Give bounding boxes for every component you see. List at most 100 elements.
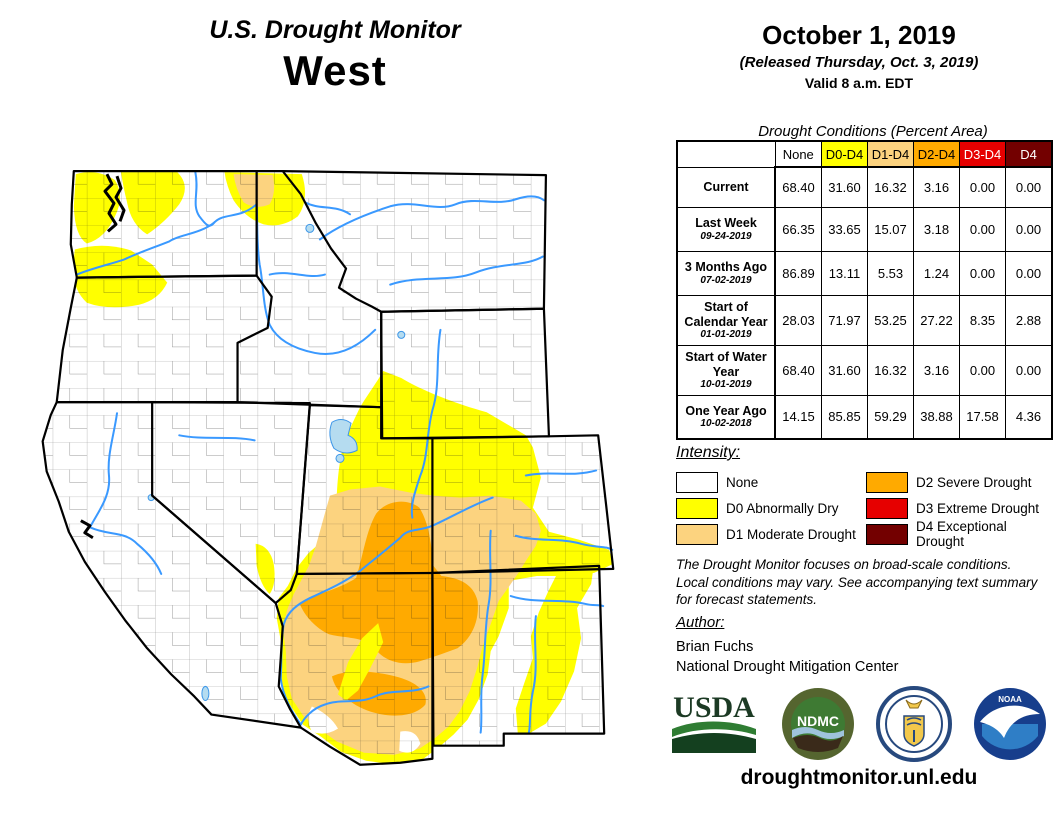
river-pecos: [527, 615, 537, 734]
cell-value: 8.35: [959, 294, 1006, 346]
cell-value: 1.24: [913, 250, 960, 296]
ndmc-soil: [793, 735, 843, 752]
river-snake: [255, 205, 377, 355]
cell-value: 68.40: [774, 344, 822, 396]
cell-value: 2.88: [1005, 294, 1053, 346]
legend-label: D0 Abnormally Dry: [726, 500, 839, 516]
cell-value: 0.00: [959, 206, 1006, 252]
cell-value: 66.35: [774, 206, 822, 252]
ndmc-wave: [792, 727, 844, 739]
table-title: Drought Conditions (Percent Area): [758, 123, 988, 140]
logo-row: USDA NDMC NOAA: [668, 686, 1048, 762]
cell-value: 31.60: [821, 344, 868, 396]
legend-label: D2 Severe Drought: [916, 474, 1032, 490]
table-row: One Year Ago 10-02-2018 14.15 85.85 59.2…: [676, 394, 1053, 440]
row-date: 10-02-2018: [700, 418, 752, 430]
salton-sea: [201, 685, 210, 702]
river-salmon: [268, 272, 326, 278]
legend-item-d1: D1 Moderate Drought: [676, 521, 866, 547]
noaa-bird: [980, 705, 1040, 738]
legend-item-d0: D0 Abnormally Dry: [676, 495, 866, 521]
col-header-d1-d4: D1-D4: [867, 140, 914, 168]
puget-sound-inlet: [114, 175, 126, 222]
river-humboldt: [178, 434, 256, 442]
river-clark-fork: [303, 201, 352, 216]
cell-value: 59.29: [867, 394, 914, 440]
table-row: Last Week 09-24-2019 66.35 33.65 15.07 3…: [676, 206, 1053, 252]
commerce-eagle: [905, 699, 923, 709]
legend-label: D4 Exceptional Drought: [916, 519, 1007, 549]
usda-field-base: [672, 733, 756, 753]
disclaimer-line: The Drought Monitor focuses on broad-sca…: [676, 557, 1012, 572]
row-label: One Year Ago: [685, 404, 767, 419]
drought-conditions-table: None D0-D4 D1-D4 D2-D4 D3-D4 D4 Current …: [676, 140, 1053, 440]
utah-lake: [335, 453, 345, 463]
legend-item-d4: D4 Exceptional Drought: [866, 519, 1052, 549]
cell-value: 3.16: [913, 344, 960, 396]
ndmc-logo: NDMC: [782, 688, 854, 760]
river-columbia-upper: [194, 171, 216, 227]
cell-value: 27.22: [913, 294, 960, 346]
river-green: [410, 328, 442, 519]
disclaimer-line: for forecast statements.: [676, 592, 818, 608]
river-arkansas: [514, 534, 614, 551]
row-label: Start of Calendar Year: [684, 300, 768, 329]
d2-swatch: [866, 471, 908, 493]
date-block: October 1, 2019 (Released Thursday, Oct.…: [664, 20, 1054, 91]
flathead-lake: [305, 223, 315, 233]
border-california: [41, 401, 302, 729]
river-columbia: [75, 203, 258, 276]
region-title: West: [283, 47, 387, 94]
cell-value: 31.60: [821, 166, 868, 208]
great-salt-lake: [329, 418, 358, 454]
d0-swatch: [676, 497, 718, 519]
d3-swatch: [866, 497, 908, 519]
usda-logo-text: USDA: [673, 691, 755, 724]
cell-value: 17.58: [959, 394, 1006, 440]
author-block: Author: Brian Fuchs National Drought Mit…: [676, 614, 898, 675]
west-region-map: [41, 170, 615, 766]
border-colorado: [432, 434, 615, 575]
row-date: 09-24-2019: [700, 230, 752, 242]
cell-value: 68.40: [774, 166, 822, 208]
cell-value: 16.32: [867, 344, 914, 396]
drought-map: [18, 144, 662, 812]
cell-value: 0.00: [1005, 166, 1053, 208]
river-canadian: [509, 595, 605, 608]
cell-value: 85.85: [821, 394, 868, 440]
col-header-d4: D4: [1005, 140, 1053, 168]
legend-label: D3 Extreme Drought: [916, 500, 1040, 516]
river-yellowstone: [389, 255, 544, 286]
table-header-row: None D0-D4 D1-D4 D2-D4 D3-D4 D4: [677, 140, 1053, 168]
usda-field-swoosh: [672, 721, 756, 737]
cell-value: 14.15: [774, 394, 822, 440]
cell-value: 71.97: [821, 294, 868, 346]
legend-label: D1 Moderate Drought: [726, 526, 856, 542]
row-label: Start of Water Year: [685, 350, 767, 379]
cell-value: 13.11: [821, 250, 868, 296]
disclaimer-text: The Drought Monitor focuses on broad-sca…: [676, 556, 1056, 609]
river-gila: [299, 685, 430, 726]
cell-value: 5.53: [867, 250, 914, 296]
cell-value: 4.36: [1005, 394, 1053, 440]
table-row: 3 Months Ago 07-02-2019 86.89 13.11 5.53…: [676, 250, 1053, 296]
released-date: (Released Thursday, Oct. 3, 2019): [739, 54, 979, 71]
border-oregon: [55, 274, 273, 404]
county-boundaries: [42, 171, 614, 765]
state-borders: [41, 170, 615, 766]
author-heading: Author:: [676, 614, 725, 631]
row-label: Current: [703, 179, 749, 194]
col-header-d2-d4: D2-D4: [913, 140, 960, 168]
cell-value: 86.89: [774, 250, 822, 296]
cell-value: 0.00: [959, 166, 1006, 208]
site-url: droughtmonitor.unl.edu: [740, 766, 978, 789]
row-date: 01-01-2019: [700, 328, 752, 340]
san-francisco-bay: [80, 519, 94, 540]
disclaimer-line: Local conditions may vary. See accompany…: [676, 574, 1038, 590]
river-missouri: [318, 195, 545, 241]
yellowstone-lake: [397, 330, 406, 339]
coastline-detail: [80, 173, 126, 540]
table-row: Start of Water Year 10-01-2019 68.40 31.…: [676, 344, 1053, 396]
border-new-mexico: [431, 564, 606, 747]
d1-swatch: [676, 523, 718, 545]
